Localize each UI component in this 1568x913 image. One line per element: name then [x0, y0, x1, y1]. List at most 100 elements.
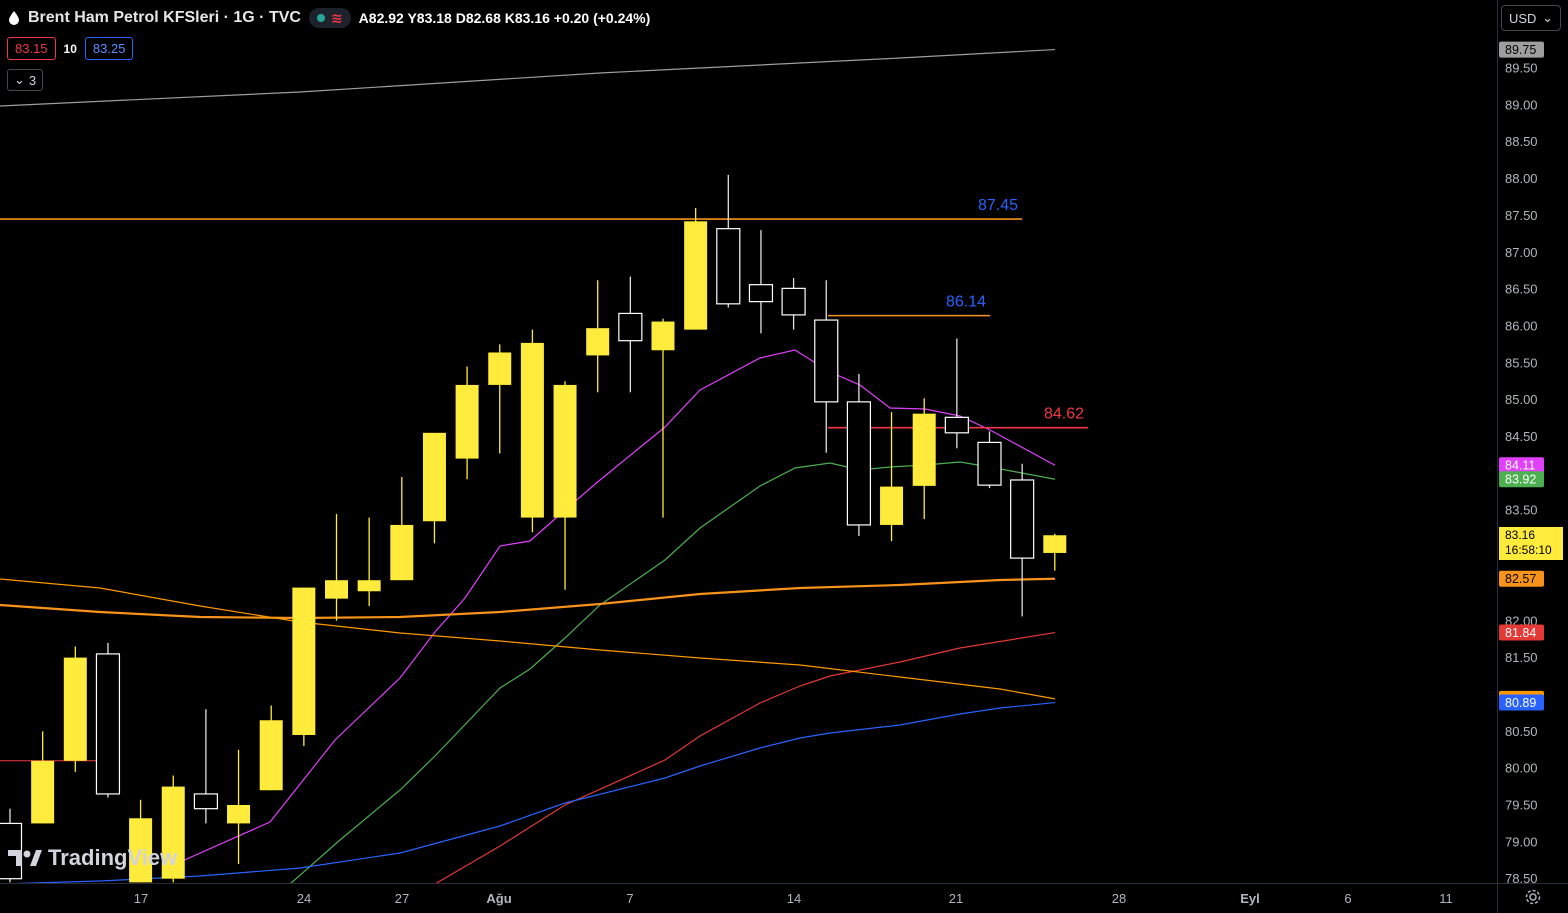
candle-body: [684, 221, 708, 330]
price-tag-label: 82.57: [1505, 572, 1536, 586]
moving-average-line: [0, 578, 1056, 700]
horizontal-line-label: 87.45: [978, 197, 1018, 214]
candle-body: [455, 384, 479, 459]
candle-body: [814, 319, 839, 403]
price-tag-label: 89.75: [1505, 43, 1536, 57]
price-tick-label: 83.50: [1505, 503, 1538, 518]
price-tick-label: 84.50: [1505, 429, 1538, 444]
candle-body: [227, 805, 251, 824]
candle-body: [880, 486, 904, 525]
candle-body: [846, 401, 872, 526]
last-price-tag: 83.16 16:58:10: [1499, 527, 1563, 560]
price-tick-label: 79.00: [1505, 834, 1538, 849]
time-tick-label: Eyl: [1240, 891, 1260, 906]
candle-body: [292, 587, 316, 735]
price-tick-label: 81.50: [1505, 650, 1538, 665]
candle-body: [1010, 479, 1035, 559]
candle-body: [390, 524, 414, 581]
chart-header: Brent Ham Petrol KFSleri · 1G · TVC ≋ A8…: [8, 6, 650, 30]
candle-body: [944, 416, 969, 434]
time-tick-label: 21: [949, 891, 963, 906]
candle-body: [748, 284, 774, 303]
candle-body: [553, 384, 577, 518]
candle-body: [1043, 535, 1067, 553]
candle-body: [63, 657, 87, 761]
last-price-value: 83.16: [1505, 528, 1536, 542]
time-tick-label: 27: [395, 891, 409, 906]
bar-countdown: 16:58:10: [1505, 543, 1552, 557]
indicators-count: 3: [28, 72, 37, 88]
candle-body: [586, 328, 610, 356]
price-tick-label: 78.50: [1505, 871, 1538, 886]
price-tag-label: 80.89: [1505, 696, 1536, 710]
time-tick-label: 7: [626, 891, 633, 906]
candle-body: [977, 441, 1002, 486]
price-tick-label: 87.00: [1505, 245, 1538, 260]
candle-body: [488, 352, 512, 385]
market-status[interactable]: ≋: [308, 8, 351, 28]
chevron-down-icon: ⌄: [1542, 10, 1553, 25]
candle-body: [161, 786, 185, 879]
price-tag-bg: [1499, 41, 1544, 58]
price-tick-label: 86.50: [1505, 282, 1538, 297]
chevron-down-icon: ⌄: [14, 72, 25, 87]
price-tick-label: 89.00: [1505, 97, 1538, 112]
candle-body: [716, 228, 741, 305]
ohlc-values: A82.92 Y83.18 D82.68 K83.16 +0.20 (+0.24…: [358, 10, 651, 26]
price-tag-bg: [1499, 570, 1544, 587]
candle-body: [193, 793, 218, 810]
moving-average-line: [0, 577, 1056, 620]
bid-price[interactable]: 83.15: [7, 37, 56, 60]
indicators-toggle-button[interactable]: ⌄ 3: [7, 69, 44, 91]
price-tag-label: 81.84: [1505, 626, 1536, 640]
time-tick-label: 28: [1112, 891, 1126, 906]
moving-average-line: [435, 631, 1056, 883]
moving-average-line: [0, 48, 1056, 107]
price-tag-label: 83.92: [1505, 473, 1536, 487]
price-tick-label: 88.00: [1505, 171, 1538, 186]
price-tick-label: 86.00: [1505, 318, 1538, 333]
ask-price[interactable]: 83.25: [84, 37, 134, 60]
price-tick-label: 80.50: [1505, 724, 1538, 739]
moving-average-line: [179, 349, 1056, 863]
candle-body: [422, 432, 446, 522]
price-tag-label: 84.11: [1505, 459, 1535, 473]
candle-body: [651, 321, 675, 351]
price-tick-label: 85.50: [1505, 355, 1538, 370]
settings-gear-icon[interactable]: [1524, 888, 1542, 906]
time-tick-label: 11: [1439, 891, 1453, 906]
candle-body: [31, 760, 55, 824]
price-tick-label: 89.50: [1505, 61, 1538, 76]
currency-label: USD: [1509, 10, 1537, 26]
candle-body: [325, 580, 348, 599]
tradingview-logo-icon: [8, 850, 42, 866]
time-tick-label: 6: [1344, 891, 1351, 906]
candle-body: [95, 653, 121, 795]
data-delay-icon: ≋: [330, 9, 343, 26]
price-tick-label: 80.00: [1505, 761, 1538, 776]
bid-ask-panel: 83.15 10 83.25: [7, 37, 134, 60]
candle-body: [357, 580, 381, 592]
candle-body: [618, 312, 643, 342]
price-tick-label: 79.50: [1505, 798, 1538, 813]
candle-body: [520, 342, 544, 518]
time-tick-label: 17: [134, 891, 148, 906]
candle-body: [912, 413, 936, 486]
horizontal-line-label: 86.14: [946, 294, 986, 311]
price-tick-label: 85.00: [1505, 392, 1538, 407]
price-tick-label: 88.50: [1505, 134, 1538, 149]
logo-text: TradingView: [48, 845, 178, 870]
market-open-icon: [316, 14, 325, 22]
candle-body: [129, 818, 153, 883]
price-tick-label: 82.00: [1505, 613, 1538, 628]
price-tag-bg: [1499, 694, 1544, 711]
currency-select[interactable]: USD ⌄: [1501, 5, 1561, 31]
time-tick-label: 24: [297, 891, 311, 906]
spread-value: 10: [63, 41, 77, 56]
oil-drop-icon: [9, 11, 19, 25]
symbol-title[interactable]: Brent Ham Petrol KFSleri · 1G · TVC: [28, 9, 301, 26]
moving-average-line: [13, 701, 1056, 883]
tradingview-logo[interactable]: TradingView: [8, 845, 177, 871]
time-tick-label: Ağu: [486, 891, 511, 906]
